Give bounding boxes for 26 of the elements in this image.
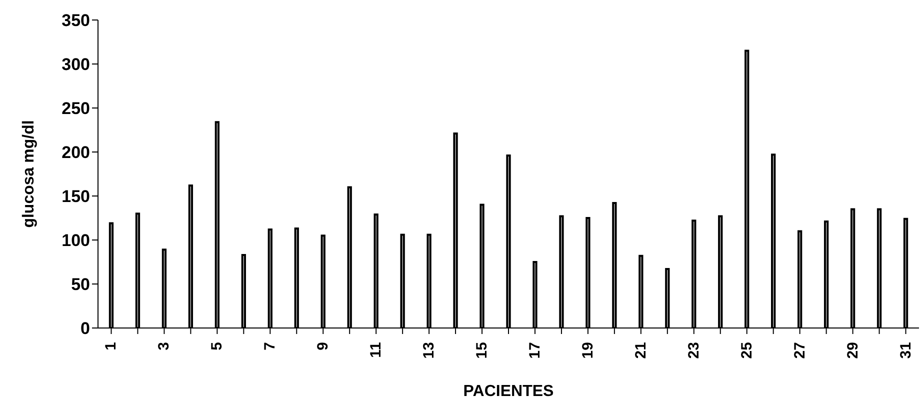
y-tick-label: 100 — [62, 231, 90, 250]
y-tick-label: 350 — [62, 11, 90, 30]
x-tick-label: 23 — [685, 342, 702, 359]
x-tick-label: 29 — [844, 342, 862, 359]
x-tick-label: 21 — [632, 342, 650, 359]
y-tick-label: 200 — [62, 143, 90, 162]
y-tick-label: 150 — [62, 187, 90, 206]
x-axis-title: PACIENTES — [463, 383, 554, 400]
y-tick-label: 250 — [62, 99, 90, 118]
x-tick-label: 7 — [262, 342, 279, 350]
y-tick-label: 300 — [62, 55, 90, 74]
y-axis-title: glucosa mg/dl — [20, 120, 38, 228]
y-tick-label: 0 — [80, 319, 90, 338]
x-tick-label: 25 — [738, 342, 756, 359]
x-tick-label: 13 — [420, 342, 438, 359]
x-tick-label: 5 — [208, 342, 226, 350]
x-tick-label: 15 — [474, 342, 491, 359]
x-tick-label: 27 — [791, 342, 808, 359]
x-tick-label: 31 — [897, 342, 914, 359]
x-tick-label: 11 — [368, 342, 385, 358]
x-tick-label: 19 — [579, 342, 596, 359]
x-tick-label: 17 — [526, 342, 544, 359]
y-tick-label: 50 — [71, 275, 90, 294]
x-tick-label: 1 — [102, 342, 120, 350]
x-tick-label: 3 — [156, 342, 173, 350]
x-tick-label: 9 — [314, 342, 332, 350]
